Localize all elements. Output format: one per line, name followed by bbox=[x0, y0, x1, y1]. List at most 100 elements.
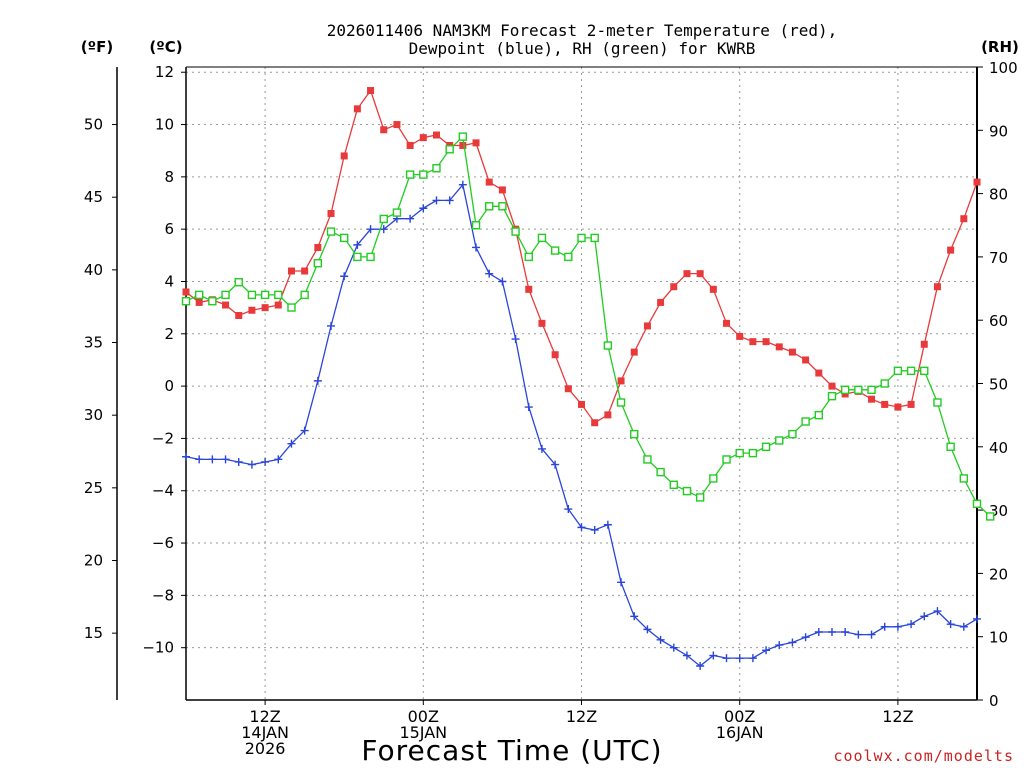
temperature-point bbox=[314, 243, 322, 251]
rh-point bbox=[247, 290, 257, 300]
rh-tick-label: 60 bbox=[989, 312, 1008, 330]
rh-point bbox=[208, 297, 217, 306]
temperature-point bbox=[327, 209, 335, 217]
temperature-point bbox=[367, 87, 375, 95]
rh-point bbox=[959, 474, 969, 483]
dewpoint-point bbox=[696, 661, 705, 670]
temperature-point bbox=[525, 285, 533, 293]
fahrenheit-tick-label: 25 bbox=[84, 479, 103, 497]
rh-point bbox=[511, 227, 520, 236]
temperature-point bbox=[472, 139, 480, 147]
dewpoint-point bbox=[221, 455, 230, 464]
temperature-point bbox=[920, 340, 928, 348]
x-tick-label: 00Z bbox=[408, 707, 439, 726]
rh-point bbox=[234, 278, 243, 287]
temperature-point bbox=[683, 270, 691, 278]
dewpoint-point bbox=[234, 457, 243, 466]
rh-point bbox=[392, 208, 402, 217]
rh-point bbox=[880, 379, 889, 388]
rh-point bbox=[748, 448, 758, 458]
series-dewpoint bbox=[182, 180, 981, 670]
temperature-point bbox=[222, 301, 230, 309]
dewpoint-point bbox=[577, 523, 586, 532]
temperature-point bbox=[340, 152, 348, 160]
celsius-tick-label: −10 bbox=[142, 639, 174, 657]
x-tick-label: 14JAN bbox=[241, 723, 289, 742]
temperature-point bbox=[406, 141, 414, 149]
dewpoint-point bbox=[261, 457, 270, 466]
dewpoint-point bbox=[340, 272, 349, 281]
dewpoint-point bbox=[748, 654, 757, 663]
dewpoint-point bbox=[775, 641, 784, 650]
rh-point bbox=[906, 366, 916, 376]
temperature-point bbox=[762, 338, 770, 346]
rh-tick-label: 90 bbox=[989, 122, 1008, 140]
dewpoint-point bbox=[630, 612, 639, 621]
rh-point bbox=[643, 455, 652, 464]
rh-tick-label: 10 bbox=[989, 629, 1008, 647]
rh-point bbox=[616, 398, 626, 407]
rh-point bbox=[603, 341, 613, 350]
rh-point bbox=[656, 467, 665, 477]
dewpoint-point bbox=[854, 630, 863, 639]
temperature-point bbox=[736, 332, 744, 340]
rh-point bbox=[669, 480, 678, 489]
dewpoint-point bbox=[524, 403, 533, 412]
celsius-tick-label: 12 bbox=[155, 63, 174, 81]
rh-point bbox=[221, 290, 230, 300]
x-tick-label: 12Z bbox=[882, 707, 913, 726]
celsius-tick-label: 10 bbox=[155, 116, 174, 134]
chart-axes bbox=[112, 66, 983, 705]
temperature-point bbox=[353, 105, 361, 113]
rh-point bbox=[194, 290, 204, 300]
dewpoint-point bbox=[432, 196, 441, 205]
dewpoint-point bbox=[195, 455, 204, 464]
temperature-point bbox=[960, 215, 968, 223]
rh-point bbox=[550, 246, 560, 255]
rh-point bbox=[682, 486, 692, 496]
temperature-point bbox=[485, 178, 493, 186]
temperature-point bbox=[564, 385, 572, 393]
temperature-point bbox=[907, 400, 915, 408]
temperature-point bbox=[657, 298, 665, 306]
series-temperature bbox=[182, 87, 981, 427]
celsius-tick-label: −6 bbox=[152, 534, 174, 552]
celsius-tick-label: 4 bbox=[164, 272, 174, 290]
rh-point bbox=[445, 145, 454, 154]
dewpoint-point bbox=[933, 607, 942, 616]
rh-point bbox=[537, 233, 547, 243]
dewpoint-point bbox=[551, 460, 560, 469]
rh-point bbox=[920, 366, 929, 376]
dewpoint-point bbox=[669, 643, 678, 652]
rh-point bbox=[695, 493, 705, 502]
temperature-point bbox=[828, 382, 836, 390]
dewpoint-point bbox=[762, 646, 771, 655]
rh-point bbox=[840, 385, 850, 395]
temperature-point bbox=[604, 411, 612, 419]
rh-tick-label: 40 bbox=[989, 439, 1008, 457]
rh-point bbox=[366, 252, 375, 262]
rh-point bbox=[972, 499, 982, 508]
rh-point bbox=[274, 290, 283, 300]
tick-labels: 121086420−2−4−6−8−1050454035302520151009… bbox=[84, 59, 1018, 758]
dewpoint-point bbox=[274, 455, 283, 464]
temperature-point bbox=[868, 395, 876, 403]
temperature-point bbox=[815, 369, 823, 377]
temperature-point bbox=[749, 338, 757, 346]
temperature-point bbox=[775, 343, 783, 351]
dewpoint-point bbox=[485, 269, 494, 278]
rh-point bbox=[590, 233, 599, 243]
dewpoint-point bbox=[907, 620, 916, 629]
rh-point bbox=[405, 170, 415, 179]
rh-point bbox=[814, 410, 823, 420]
temperature-point bbox=[578, 400, 585, 408]
temperature-point bbox=[287, 267, 295, 275]
dewpoint-point bbox=[458, 180, 467, 189]
x-tick-label: 15JAN bbox=[399, 723, 447, 742]
rh-point bbox=[419, 170, 428, 179]
temperature-point bbox=[788, 348, 796, 356]
dewpoint-point bbox=[920, 612, 929, 621]
dewpoint-point bbox=[379, 225, 388, 234]
fahrenheit-tick-label: 50 bbox=[84, 116, 103, 134]
dewpoint-point bbox=[287, 439, 296, 448]
